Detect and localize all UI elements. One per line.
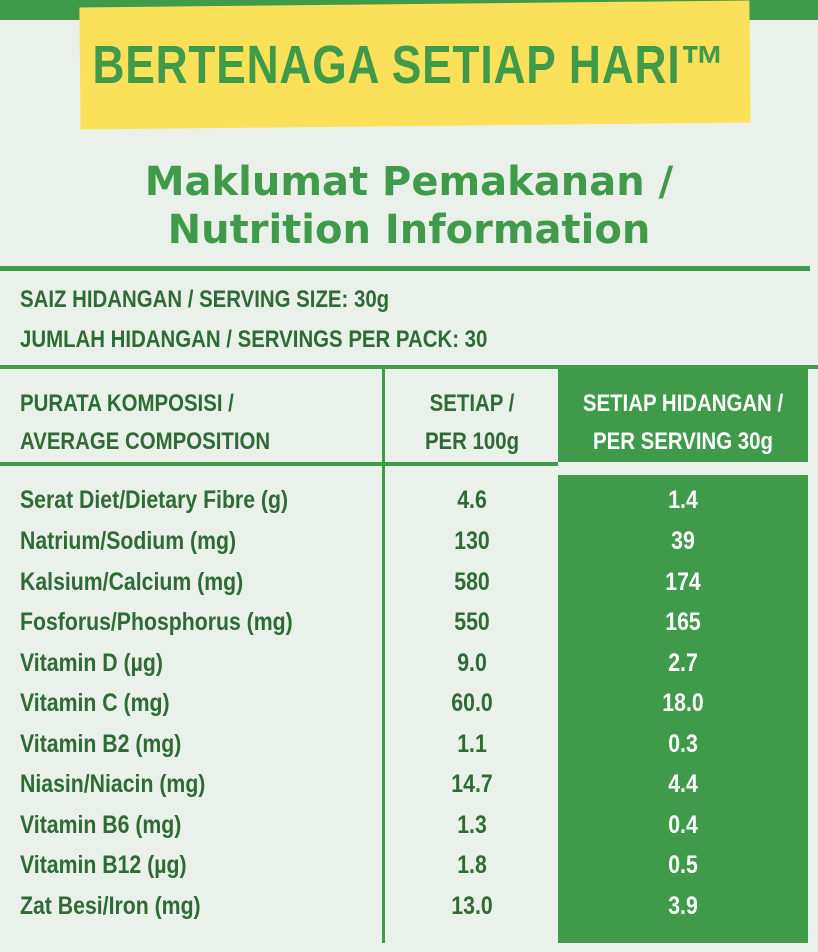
servings-per-pack: JUMLAH HIDANGAN / SERVINGS PER PACK: 30 — [20, 326, 488, 353]
value-per-100g: 1.1 — [457, 730, 487, 758]
table-row: Vitamin D (µg) 9.0 2.7 — [0, 643, 818, 683]
table-row: Vitamin B12 (µg) 1.8 0.5 — [0, 845, 818, 885]
table-row: Kalsium/Calcium (mg) 580 174 — [0, 562, 818, 602]
value-per-serving: 0.5 — [668, 851, 698, 879]
title-line-1: Maklumat Pemakanan / — [144, 159, 674, 205]
nutrient-name: Natrium/Sodium (mg) — [20, 527, 237, 555]
value-per-serving: 39 — [671, 527, 695, 555]
column-divider — [382, 365, 385, 943]
value-per-100g: 9.0 — [457, 649, 487, 677]
nutrient-name: Serat Diet/Dietary Fibre (g) — [20, 486, 289, 514]
value-per-serving: 1.4 — [668, 486, 698, 514]
header-per-100g: SETIAP / PER 100g — [424, 390, 520, 455]
value-per-100g: 130 — [454, 527, 490, 555]
value-per-100g: 60.0 — [451, 689, 493, 717]
divider-header — [0, 365, 818, 369]
nutrient-name: Vitamin D (µg) — [20, 649, 163, 677]
table-row: Vitamin B6 (mg) 1.3 0.4 — [0, 805, 818, 845]
value-per-100g: 1.8 — [457, 851, 487, 879]
value-per-serving: 165 — [665, 608, 701, 636]
per-serving-column-bg — [558, 475, 808, 943]
nutrition-title: Maklumat Pemakanan / Nutrition Informati… — [0, 158, 818, 254]
nutrient-name: Fosforus/Phosphorus (mg) — [20, 608, 293, 636]
value-per-serving: 2.7 — [668, 649, 698, 677]
value-per-100g: 4.6 — [457, 486, 487, 514]
nutrient-name: Vitamin B2 (mg) — [20, 730, 182, 758]
value-per-serving: 0.3 — [668, 730, 698, 758]
nutrient-name: Vitamin B6 (mg) — [20, 811, 182, 839]
banner-title: BERTENAGA SETIAP HARI™ — [92, 35, 726, 95]
value-per-100g: 14.7 — [451, 770, 493, 798]
table-row: Fosforus/Phosphorus (mg) 550 165 — [0, 602, 818, 642]
serving-size: SAIZ HIDANGAN / SERVING SIZE: 30g — [20, 286, 390, 313]
per-serving-header-bg — [558, 369, 808, 462]
table-row: Vitamin B2 (mg) 1.1 0.3 — [0, 724, 818, 764]
table-row: Natrium/Sodium (mg) 130 39 — [0, 521, 818, 561]
divider-body — [0, 462, 558, 466]
table-row: Zat Besi/Iron (mg) 13.0 3.9 — [0, 886, 818, 926]
nutrient-name: Niasin/Niacin (mg) — [20, 770, 206, 798]
divider-top — [0, 266, 810, 271]
nutrient-name: Vitamin B12 (µg) — [20, 851, 187, 879]
table-row: Niasin/Niacin (mg) 14.7 4.4 — [0, 764, 818, 804]
value-per-serving: 4.4 — [668, 770, 698, 798]
table-row: Serat Diet/Dietary Fibre (g) 4.6 1.4 — [0, 480, 818, 520]
value-per-100g: 1.3 — [457, 811, 487, 839]
value-per-serving: 174 — [665, 568, 701, 596]
value-per-serving: 3.9 — [668, 892, 698, 920]
value-per-100g: 550 — [454, 608, 490, 636]
table-row: Vitamin C (mg) 60.0 18.0 — [0, 683, 818, 723]
header-composition: PURATA KOMPOSISI / AVERAGE COMPOSITION — [20, 390, 271, 455]
value-per-100g: 580 — [454, 568, 490, 596]
nutrient-name: Vitamin C (mg) — [20, 689, 170, 717]
value-per-serving: 0.4 — [668, 811, 698, 839]
value-per-serving: 18.0 — [662, 689, 704, 717]
title-line-2: Nutrition Information — [167, 207, 651, 253]
value-per-100g: 13.0 — [451, 892, 493, 920]
nutrient-name: Kalsium/Calcium (mg) — [20, 568, 244, 596]
nutrient-name: Zat Besi/Iron (mg) — [20, 892, 201, 920]
header-per-serving: SETIAP HIDANGAN / PER SERVING 30g — [582, 390, 784, 455]
